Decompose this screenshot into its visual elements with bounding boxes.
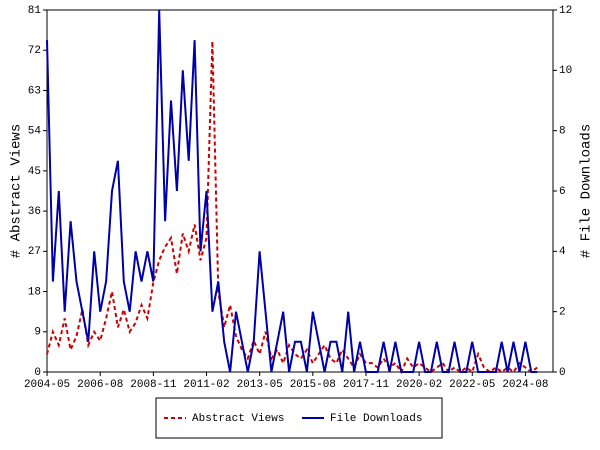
y2-tick-label: 10 (559, 65, 572, 77)
x-tick-label: 2022-05 (449, 379, 495, 391)
data-line (46, 41, 538, 375)
x-tick-label: 2020-02 (396, 379, 442, 391)
x-tick-label: 2006-08 (77, 379, 123, 391)
y2-tick-label: 6 (559, 186, 566, 198)
y-tick-label: 18 (28, 286, 41, 298)
y-axis-label: # Abstract Views (9, 124, 25, 258)
x-tick-label: 2011-02 (183, 379, 229, 391)
x-tick-label: 2008-11 (130, 379, 177, 391)
y2-tick-label: 12 (559, 5, 572, 17)
x-tick-label: 2004-05 (24, 379, 70, 391)
x-tick-label: 2013-05 (237, 379, 283, 391)
y-tick-label: 9 (34, 327, 41, 339)
data-line (46, 9, 538, 373)
y2-axis-label: # File Downloads (579, 124, 595, 258)
y2-tick-label: 8 (559, 126, 566, 138)
x-tick-label: 2015-08 (290, 379, 336, 391)
y2-tick-label: 2 (559, 307, 566, 319)
y2-tick-label: 0 (559, 367, 566, 379)
y2-tick-label: 4 (559, 246, 566, 258)
y-tick-label: 54 (28, 126, 42, 138)
y-tick-label: 45 (28, 166, 41, 178)
y-tick-label: 72 (28, 45, 41, 57)
x-tick-label: 2024-08 (502, 379, 548, 391)
legend-box (155, 397, 443, 439)
legend-label: Abstract Views (192, 413, 284, 425)
plot-frame (46, 9, 554, 373)
x-tick-label: 2017-11 (343, 379, 390, 391)
legend-label: File Downloads (330, 413, 422, 425)
y-tick-label: 36 (28, 206, 41, 218)
y-tick-label: 27 (28, 246, 41, 258)
y-tick-label: 81 (28, 5, 42, 17)
y-tick-label: 63 (28, 85, 41, 97)
y-tick-label: 0 (34, 367, 41, 379)
